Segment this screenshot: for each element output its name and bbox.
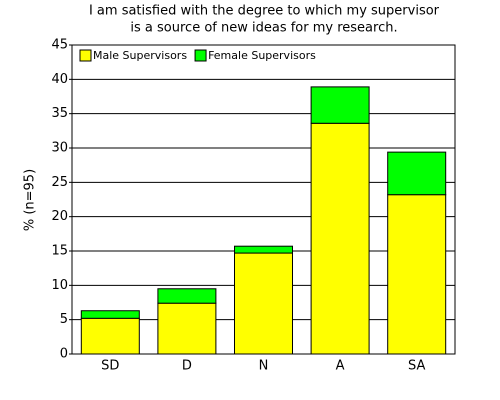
x-tick-label: SA (408, 359, 425, 374)
x-tick-label: A (336, 359, 345, 374)
bar-segment (80, 317, 140, 355)
y-tick-label: 40 (51, 72, 68, 87)
chart-title: I am satisfied with the degree to which … (89, 4, 440, 19)
bar-segment (234, 252, 293, 355)
y-tick-label: 25 (51, 175, 68, 190)
x-tick-label: SD (101, 359, 119, 374)
bar-segment (157, 302, 217, 355)
bar-segment (387, 151, 447, 196)
y-tick-label: 5 (60, 312, 68, 327)
bar-segment (387, 194, 447, 355)
y-axis-label: % (n=95) (23, 169, 38, 231)
y-tick-label: 45 (51, 38, 68, 53)
bar-segment (310, 122, 370, 355)
x-tick-label: D (182, 359, 192, 374)
bar-segment (157, 288, 217, 304)
x-tick-label: N (259, 359, 269, 374)
y-tick-label: 20 (51, 209, 68, 224)
legend-label: Female Supervisors (208, 49, 316, 62)
bar-segment (234, 245, 293, 254)
legend-swatch (79, 49, 92, 62)
y-tick-label: 35 (51, 106, 68, 121)
y-tick-label: 30 (51, 141, 68, 156)
y-tick-label: 0 (60, 347, 68, 362)
bar-segment (80, 310, 140, 319)
y-tick-label: 15 (51, 244, 68, 259)
legend-swatch (194, 49, 207, 62)
chart-title: is a source of new ideas for my research… (130, 21, 397, 36)
plot-border (71, 44, 456, 355)
legend-label: Male Supervisors (93, 49, 187, 62)
y-tick-label: 10 (51, 278, 68, 293)
bar-segment (310, 86, 370, 124)
